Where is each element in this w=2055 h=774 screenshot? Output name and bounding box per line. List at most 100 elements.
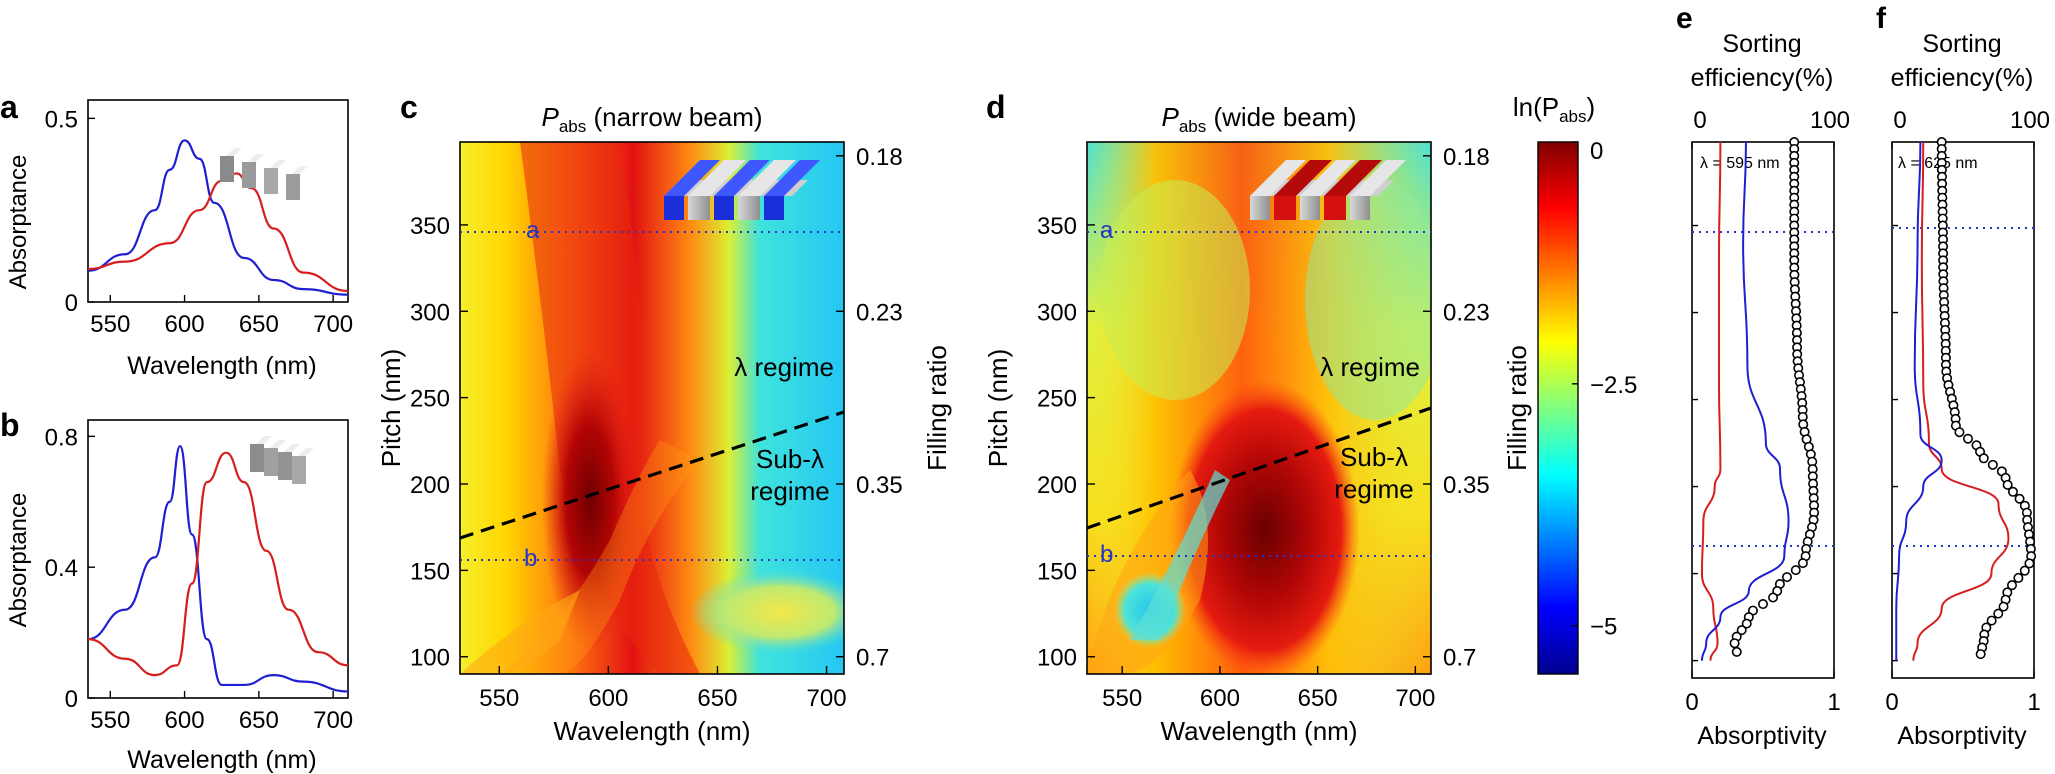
sorting-efficiency-marker <box>2024 558 2035 569</box>
sorting-efficiency-marker <box>1736 625 1747 636</box>
panel-d-title-sub: abs <box>1179 117 1206 136</box>
colorbar-gradient <box>1537 141 1579 675</box>
panel-d-ylabel: Pitch (nm) <box>983 349 1013 467</box>
series-blue-line <box>87 445 349 693</box>
y2-tick-label: 0.18 <box>856 144 903 171</box>
sorting-efficiency-marker <box>1729 638 1740 649</box>
sorting-efficiency-marker <box>2013 572 2024 583</box>
sorting-efficiency-marker <box>2019 565 2030 576</box>
x-tick-label: 600 <box>165 311 205 338</box>
panel-c-dashed-boundary <box>459 410 845 540</box>
panel-a-series <box>87 139 349 296</box>
sorting-efficiency-marker <box>1986 615 1997 626</box>
colorbar-label-pre: ln(P <box>1513 92 1559 122</box>
x-tick-label: 550 <box>479 685 519 712</box>
top-tick-label: 0 <box>1693 107 1706 134</box>
y2-tick-label: 0.7 <box>1443 645 1476 672</box>
sorting-efficiency-marker <box>1987 459 1998 470</box>
panel-e-top-label-2: efficiency(%) <box>1691 64 1834 92</box>
panel-c-title-p: P <box>541 102 559 132</box>
y-tick-label: 250 <box>410 386 450 413</box>
panel-b-ylabel: Absorptance <box>5 493 32 628</box>
colorbar-ticks: 0 −2.5 −5 <box>1572 138 1637 641</box>
panel-d-heatmap <box>1087 142 1431 674</box>
panel-d-xlabel: Wavelength (nm) <box>1161 716 1358 746</box>
sorting-efficiency-marker <box>1758 599 1769 610</box>
colorbar-tick-label: −2.5 <box>1590 372 1637 399</box>
panel-a-ticks: 550 600 650 700 0 0.5 <box>45 106 354 338</box>
y-tick-label: 250 <box>1037 386 1077 413</box>
sorting-efficiency-marker <box>1782 572 1793 583</box>
y-tick-label: 0 <box>65 290 78 317</box>
series-blue-line <box>1895 141 1943 661</box>
x-tick-label: 650 <box>1298 685 1338 712</box>
panel-c-title-rest: (narrow beam) <box>586 102 762 132</box>
panel-e-lambda-label: λ = 595 nm <box>1700 155 1780 172</box>
panel-d-y2label: Filling ratio <box>1502 345 1532 471</box>
sorting-efficiency-marker <box>2014 493 2025 504</box>
sorting-efficiency-marker <box>1962 433 1973 444</box>
panel-d-title-rest: (wide beam) <box>1206 102 1356 132</box>
sorting-efficiency-marker <box>1797 558 1808 569</box>
panel-a-axes <box>87 99 349 303</box>
y-tick-label: 0.5 <box>45 106 78 133</box>
sorting-efficiency-marker <box>1768 592 1779 603</box>
panel-c-axes <box>459 141 845 675</box>
panel-d-title: Pabs (wide beam) <box>1161 102 1356 136</box>
y-tick-label: 100 <box>410 645 450 672</box>
panel-c-regime-sub1: Sub-λ <box>756 444 824 474</box>
bottom-tick-label: 1 <box>1827 689 1840 716</box>
sorting-efficiency-marker <box>1741 618 1752 629</box>
panel-b-axes <box>87 419 349 699</box>
y2-tick-label: 0.23 <box>856 299 903 326</box>
y-tick-label: 300 <box>1037 299 1077 326</box>
panel-e-series <box>1700 137 1820 661</box>
panel-d-regime-sub2: regime <box>1334 474 1413 504</box>
series-red-line <box>87 451 349 677</box>
x-tick-label: 600 <box>165 707 205 734</box>
colorbar: ln(Pabs) 0 −2.5 −5 <box>1513 92 1637 675</box>
y-tick-label: 0.8 <box>45 424 78 451</box>
panel-b: b Absorptance Wavelength (nm) 550 600 650 7… <box>0 407 353 774</box>
bottom-tick-label: 1 <box>2027 689 2040 716</box>
colorbar-label-post: ) <box>1587 92 1596 122</box>
panel-c-title: Pabs (narrow beam) <box>541 102 762 136</box>
series-red-line <box>87 172 349 293</box>
panel-c-xlabel: Wavelength (nm) <box>554 716 751 746</box>
y-tick-label: 150 <box>410 558 450 585</box>
panel-e-xlabel: Absorptivity <box>1697 722 1827 750</box>
series-red-line <box>1912 141 2010 661</box>
panel-d: d Pabs (wide beam) a b λ regime Sub-λ re… <box>983 89 1532 746</box>
panel-a: a Absorptance Wavelength (nm) 550 600 650 7… <box>0 89 353 380</box>
blue-grating-icon <box>664 160 820 220</box>
panel-d-regime-lambda: λ regime <box>1320 352 1420 382</box>
series-blue-line <box>1700 141 1790 661</box>
x-tick-label: 600 <box>588 685 628 712</box>
y2-tick-label: 0.23 <box>1443 299 1490 326</box>
y-tick-label: 200 <box>410 472 450 499</box>
x-tick-label: 550 <box>90 311 130 338</box>
x-tick-label: 600 <box>1200 685 1240 712</box>
panel-c-regime-lambda: λ regime <box>734 352 834 382</box>
sorting-efficiency-marker <box>1731 646 1742 657</box>
panel-c-heatmap <box>460 142 844 674</box>
y2-tick-label: 0.35 <box>856 472 903 499</box>
colorbar-label-sub: abs <box>1559 107 1586 126</box>
panel-c-regime-sub2: regime <box>750 476 829 506</box>
sorting-efficiency-marker <box>1790 565 1801 576</box>
panel-b-xlabel: Wavelength (nm) <box>127 746 316 774</box>
panel-f-ticks: 0 0 1 100 <box>1885 107 2050 716</box>
grating-icon <box>220 148 308 200</box>
sorting-efficiency-marker <box>1998 601 2009 612</box>
panel-c-title-sub: abs <box>559 117 586 136</box>
colorbar-label: ln(Pabs) <box>1513 92 1595 126</box>
panel-letter-d: d <box>986 89 1006 125</box>
y-tick-label: 150 <box>1037 558 1077 585</box>
panel-f-xlabel: Absorptivity <box>1897 722 2027 750</box>
panel-c-label-b: b <box>524 545 537 572</box>
sorting-efficiency-marker <box>1993 608 2004 619</box>
panel-d-title-p: P <box>1161 102 1179 132</box>
panel-e: e Sorting efficiency(%) λ = 595 nm Absor… <box>1676 2 1850 750</box>
top-tick-label: 100 <box>2010 107 2050 134</box>
panel-c-ticks: 550 600 650 700 100 150 200 250 300 350 0.18 0.23 0.… <box>410 144 903 712</box>
